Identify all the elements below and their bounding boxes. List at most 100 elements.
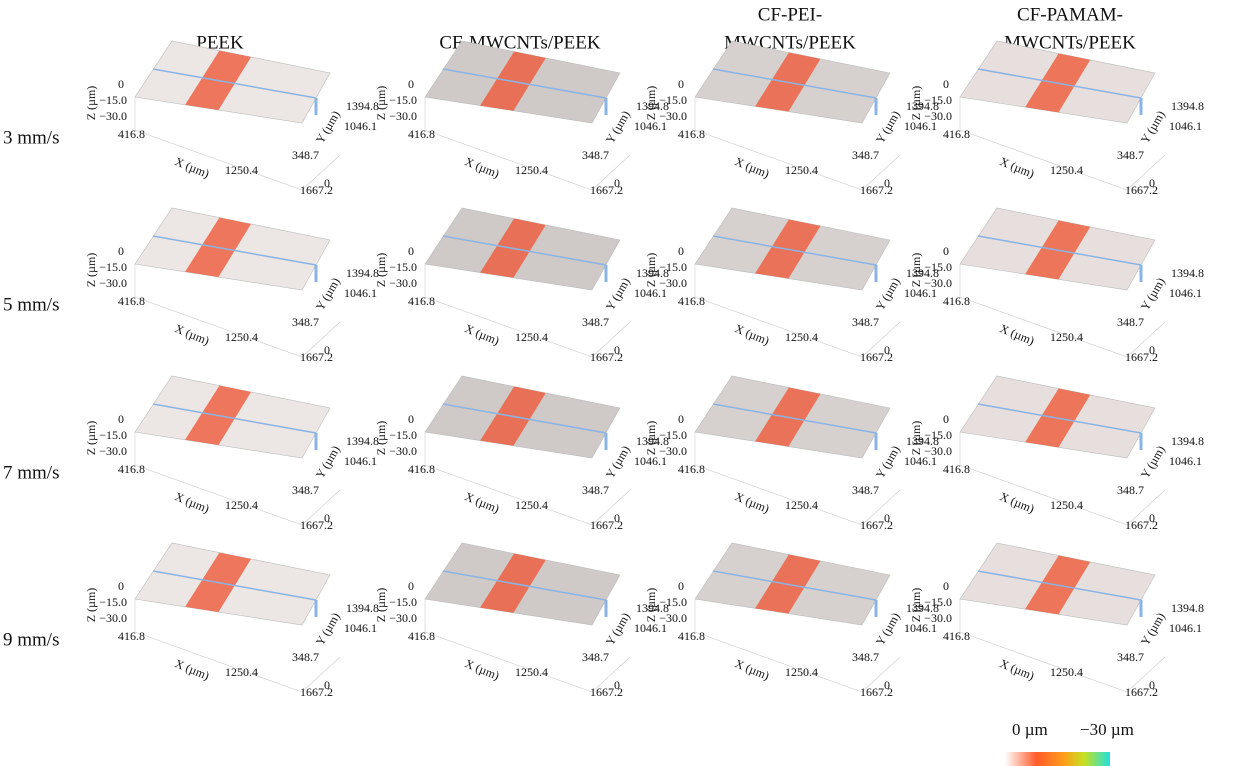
x-tick-label: 1250.4 [515,163,548,177]
z-tick-label: 0 [118,579,124,593]
z-tick-label: −30.0 [99,109,127,123]
z-tick-label: −15.0 [389,595,417,609]
x-tick-label: 416.8 [943,462,970,476]
z-tick-label: 0 [408,244,414,258]
x-tick-label: 1250.4 [1050,665,1083,679]
x-tick-label: 416.8 [943,127,970,141]
z-tick-label: −30.0 [924,276,952,290]
x-tick-label: 1250.4 [225,665,258,679]
surface-panel: Z (µm)0−15.0−30.0416.81250.41667.2X (µm)… [909,543,1204,699]
y-tick-label: 0 [1149,176,1155,190]
surface-panel: Z (µm)0−15.0−30.0416.81250.41667.2X (µm)… [84,41,379,197]
x-tick-label: 1250.4 [1050,498,1083,512]
y-tick-label: 1046.1 [1169,119,1202,133]
y-tick-label: 348.7 [1117,148,1144,162]
x-axis-label: X (µm) [463,154,502,180]
y-tick-label: 0 [324,176,330,190]
y-tick-label: 348.7 [1117,483,1144,497]
z-tick-label: 0 [678,412,684,426]
y-tick-label: 1394.8 [1171,601,1204,615]
z-tick-label: −15.0 [99,260,127,274]
y-tick-label: 0 [884,176,890,190]
z-tick-label: −30.0 [924,109,952,123]
column-header: CF-PEI- [758,4,822,25]
z-tick-label: 0 [678,579,684,593]
x-tick-label: 1250.4 [515,498,548,512]
y-tick-label: 1046.1 [1169,454,1202,468]
z-tick-label: 0 [943,412,949,426]
surface-panel: Z (µm)0−15.0−30.0416.81250.41667.2X (µm)… [909,376,1204,532]
x-axis-label: X (µm) [463,321,502,347]
x-tick-label: 416.8 [408,294,435,308]
z-tick-label: 0 [408,77,414,91]
x-tick-label: 1250.4 [515,665,548,679]
x-tick-label: 1250.4 [225,163,258,177]
y-tick-label: 348.7 [292,650,319,664]
y-tick-label: 348.7 [852,650,879,664]
x-tick-label: 416.8 [678,127,705,141]
x-tick-label: 416.8 [943,294,970,308]
surface-panel: Z (µm)0−15.0−30.0416.81250.41667.2X (µm)… [84,376,379,532]
z-tick-label: −30.0 [99,444,127,458]
surface-panel: Z (µm)0−15.0−30.0416.81250.41667.2X (µm)… [644,41,939,197]
surface-panel: Z (µm)0−15.0−30.0416.81250.41667.2X (µm)… [84,208,379,364]
x-axis-label: X (µm) [998,656,1037,682]
surface-panel: Z (µm)0−15.0−30.0416.81250.41667.2X (µm)… [644,376,939,532]
y-tick-label: 1046.1 [344,454,377,468]
x-tick-label: 416.8 [678,462,705,476]
z-axis-label: Z (µm) [374,86,388,121]
y-tick-label: 1046.1 [1169,621,1202,635]
z-tick-label: −15.0 [99,595,127,609]
y-tick-label: 348.7 [852,148,879,162]
z-axis-label: Z (µm) [644,421,658,456]
x-tick-label: 416.8 [408,629,435,643]
z-axis-label: Z (µm) [644,86,658,121]
figure: 0 µm −30 µm PEEKCF-MWCNTs/PEEKCF-PEI-MWC… [0,0,1239,766]
y-tick-label: 348.7 [1117,315,1144,329]
z-tick-label: −15.0 [389,93,417,107]
x-tick-label: 416.8 [408,462,435,476]
z-tick-label: −15.0 [924,595,952,609]
x-axis-label: X (µm) [463,489,502,515]
x-axis-label: X (µm) [733,154,772,180]
z-axis-label: Z (µm) [84,253,98,288]
x-tick-label: 1250.4 [1050,330,1083,344]
z-tick-label: −15.0 [659,93,687,107]
z-tick-label: −15.0 [659,428,687,442]
row-label: 7 mm/s [3,462,59,483]
x-tick-label: 416.8 [943,629,970,643]
z-tick-label: 0 [943,579,949,593]
z-tick-label: 0 [118,412,124,426]
x-axis-label: X (µm) [998,321,1037,347]
x-axis-label: X (µm) [173,321,212,347]
z-tick-label: 0 [678,244,684,258]
y-tick-label: 348.7 [582,483,609,497]
y-tick-label: 348.7 [852,483,879,497]
y-tick-label: 0 [884,343,890,357]
y-tick-label: 348.7 [292,315,319,329]
column-header: CF-PAMAM- [1017,4,1123,25]
z-tick-label: −15.0 [389,428,417,442]
z-tick-label: 0 [943,244,949,258]
y-tick-label: 0 [324,343,330,357]
colorbar-min-label: 0 µm [1012,720,1048,739]
row-label: 3 mm/s [3,127,59,148]
y-tick-label: 348.7 [582,315,609,329]
z-axis-label: Z (µm) [374,421,388,456]
x-axis-label: X (µm) [463,656,502,682]
y-tick-label: 1046.1 [1169,286,1202,300]
x-tick-label: 416.8 [118,629,145,643]
x-axis-label: X (µm) [733,489,772,515]
z-axis-label: Z (µm) [644,588,658,623]
z-tick-label: −30.0 [389,444,417,458]
x-axis-label: X (µm) [998,154,1037,180]
z-tick-label: −30.0 [389,276,417,290]
y-tick-label: 0 [884,511,890,525]
y-tick-label: 0 [324,511,330,525]
z-tick-label: −30.0 [924,444,952,458]
y-tick-label: 1394.8 [1171,266,1204,280]
x-axis-label: X (µm) [173,656,212,682]
y-tick-label: 0 [614,343,620,357]
